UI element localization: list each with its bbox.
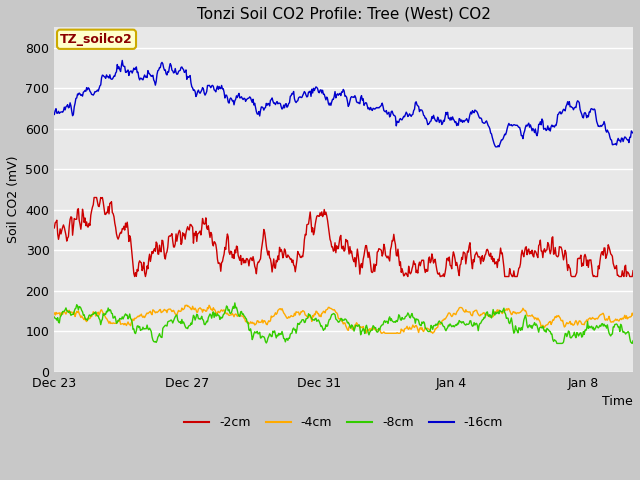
X-axis label: Time: Time bbox=[602, 395, 633, 408]
Title: Tonzi Soil CO2 Profile: Tree (West) CO2: Tonzi Soil CO2 Profile: Tree (West) CO2 bbox=[196, 7, 491, 22]
Y-axis label: Soil CO2 (mV): Soil CO2 (mV) bbox=[7, 156, 20, 243]
Legend: -2cm, -4cm, -8cm, -16cm: -2cm, -4cm, -8cm, -16cm bbox=[179, 411, 508, 434]
Text: TZ_soilco2: TZ_soilco2 bbox=[60, 33, 133, 46]
